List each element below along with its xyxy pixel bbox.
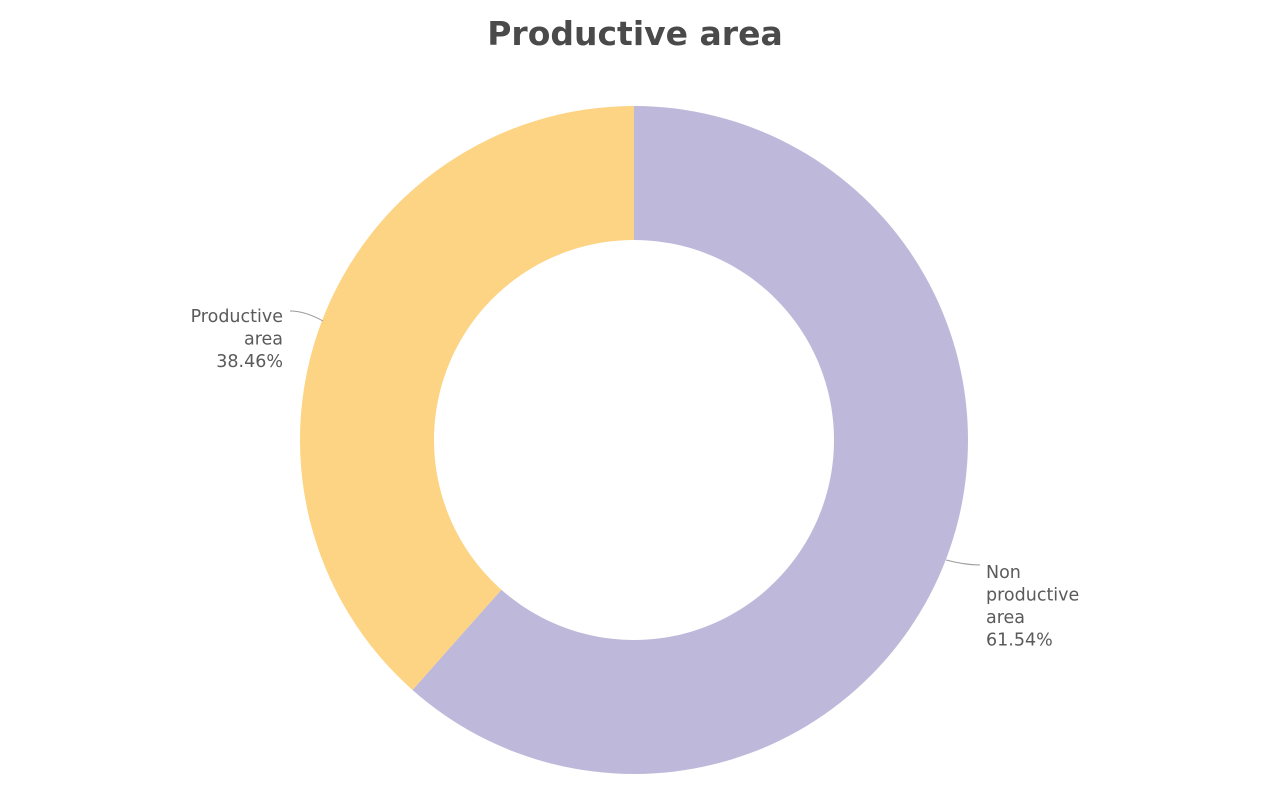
slice-name-label: area: [244, 330, 283, 350]
chart-title: Productive area: [487, 14, 783, 53]
slice-percent-label: 61.54%: [986, 631, 1053, 651]
slice-name-label: area: [986, 608, 1025, 628]
slice-non-productive-area[interactable]: [412, 106, 968, 774]
slice-name-label: productive: [986, 586, 1079, 606]
slice-name-label: Non: [986, 563, 1021, 583]
slice-productive-area[interactable]: [299, 106, 634, 690]
slices-layer: [299, 106, 968, 774]
leader-line-1: [289, 310, 324, 322]
leader-line-0: [945, 559, 981, 566]
slice-percent-label: 38.46%: [216, 352, 283, 372]
slice-name-label: Productive: [191, 307, 283, 327]
labels-layer: Nonproductivearea61.54%Productivearea38.…: [191, 307, 1080, 651]
